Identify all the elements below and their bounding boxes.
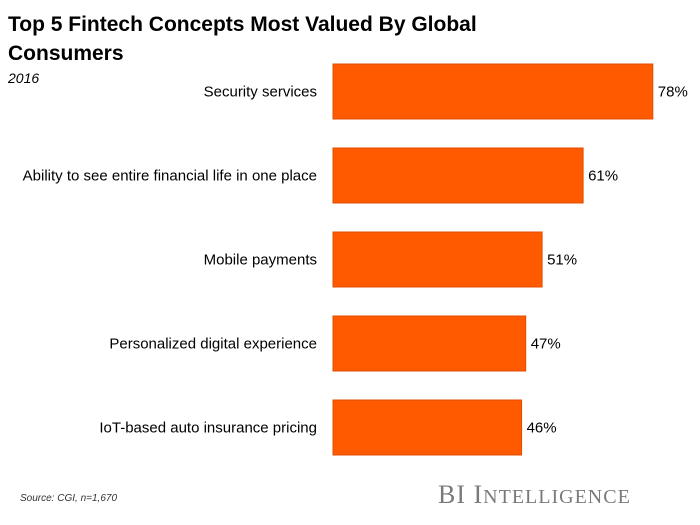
category-label: Mobile payments [204,252,317,269]
brand-rest: NTELLIGENCE [483,486,631,508]
chart-subtitle: 2016 [8,70,40,86]
chart-title: Top 5 Fintech Concepts Most Valued By Gl… [8,13,477,65]
bar [332,231,543,288]
category-label: Security services [204,84,317,101]
value-label: 61% [588,168,618,185]
bar [332,315,527,372]
category-label: IoT-based auto insurance pricing [99,420,317,437]
bi-intelligence-logo: BI INTELLIGENCE [438,480,631,510]
category-label: Ability to see entire financial life in … [23,168,317,185]
bar [332,147,584,204]
brand-bi: BI [438,480,466,509]
value-label: 47% [531,336,561,353]
bar [332,399,523,456]
brand-initial: I [473,480,484,509]
value-label: 78% [658,84,688,101]
value-label: 46% [527,420,557,437]
category-label: Personalized digital experience [109,336,317,353]
source-note: Source: CGI, n=1,670 [20,493,118,504]
bar [332,63,654,120]
value-label: 51% [547,252,577,269]
